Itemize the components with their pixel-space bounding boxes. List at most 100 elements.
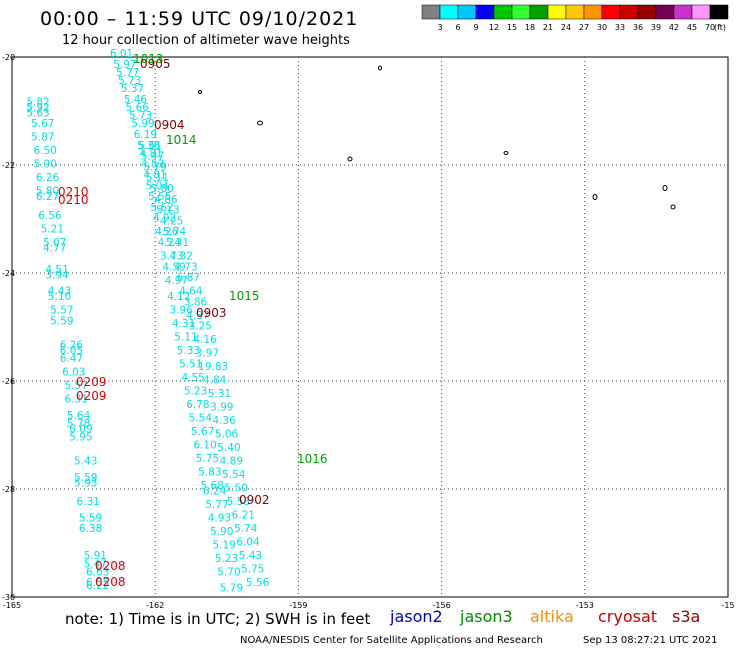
pass-label: 0903 (196, 306, 227, 320)
swh-label: 5.47 (141, 151, 164, 163)
pass-label: 0210 (58, 193, 89, 207)
swh-label: 6.03 (62, 367, 85, 379)
colorbar-tick-label: 21 (543, 23, 553, 32)
swh-label: 5.33 (177, 345, 200, 357)
swh-label: 6.78 (186, 399, 209, 411)
swh-label: 5.31 (166, 237, 189, 249)
swh-label: 6.21 (232, 510, 255, 522)
x-tick-label: -162 (146, 601, 164, 610)
swh-label: 6.27 (36, 191, 59, 203)
swh-label: 5.31 (208, 388, 231, 400)
swh-label: 5.74 (234, 523, 258, 535)
swh-label: 6.04 (236, 537, 260, 549)
colorbar-tick-label: 45 (687, 23, 697, 32)
swh-label: 6.26 (36, 172, 60, 184)
swh-label: 5.63 (26, 107, 49, 119)
colorbar-tick-label: 70 (705, 23, 715, 32)
colorbar-swatch (511, 4, 531, 20)
swh-label: 5.80 (36, 186, 59, 198)
swh-label: 4.86 (154, 194, 178, 206)
colorbar-swatch (583, 4, 603, 20)
swh-label: 4.16 (193, 334, 217, 346)
swh-label: 5.07 (43, 237, 66, 249)
swh-label: 5.57 (65, 380, 88, 392)
colorbar-swatch (709, 4, 729, 20)
swh-label: 5.23 (184, 386, 207, 398)
swh-label: 6.56 (38, 210, 62, 222)
swh-label: 5.59 (79, 512, 102, 524)
colorbar-swatch (439, 4, 459, 20)
swh-label: 5.74 (163, 226, 187, 238)
swh-label: 4.25 (160, 215, 183, 227)
legend-altika: altika (530, 607, 574, 626)
swh-label: 4.64 (179, 286, 203, 298)
swh-label: 5.87 (31, 132, 54, 144)
swh-label: 6.31 (65, 394, 88, 406)
colorbar-swatch (601, 4, 621, 20)
colorbar-tick-label: 6 (455, 23, 460, 32)
swh-label: 4.43 (48, 286, 71, 298)
swh-label: 5.46 (124, 94, 148, 106)
swh-label: 5.06 (215, 429, 239, 441)
pass-label: 1014 (166, 133, 197, 147)
pass-label: 0208 (95, 575, 126, 589)
swh-label: 6.24 (203, 485, 227, 497)
colorbar-swatch (673, 4, 693, 20)
pass-label: 0209 (76, 375, 107, 389)
colorbar-tick-label: 42 (669, 23, 679, 32)
swh-label: 6.19 (134, 129, 157, 141)
swh-label: 5.11 (174, 332, 197, 344)
swh-label: 4.59 (162, 261, 185, 273)
colorbar-swatch (421, 4, 441, 20)
island-shape (592, 194, 598, 200)
colorbar-swatch (565, 4, 585, 20)
swh-label: 4.24 (158, 237, 182, 249)
swh-label: 5.53 (227, 496, 250, 508)
y-tick-label: -22 (2, 161, 15, 170)
colorbar-tick-label: 18 (525, 23, 535, 32)
pass-label: 0210 (58, 185, 89, 199)
footer-timestamp: Sep 13 08:27:21 UTC 2021 (583, 635, 718, 646)
swh-label: 3.25 (189, 321, 212, 333)
swh-label: 5.23 (215, 553, 238, 565)
swh-label: 4.53 (141, 159, 164, 171)
swh-label: 5.77 (116, 67, 139, 79)
swh-label: 6.55 (86, 577, 109, 589)
swh-label: 5.97 (113, 59, 136, 71)
swh-label: 4.97 (165, 275, 188, 287)
island-shape (662, 185, 668, 191)
swh-label: 4.36 (212, 415, 236, 427)
swh-label: 4.89 (220, 456, 243, 468)
x-tick-label: -156 (433, 601, 451, 610)
swh-label: 5.62 (150, 202, 173, 214)
swh-label: 5.90 (33, 159, 56, 171)
swh-label: 6.63 (86, 566, 109, 578)
swh-label: 5.54 (222, 469, 246, 481)
swh-label: 5.90 (210, 526, 233, 538)
y-tick-label: -20 (2, 53, 15, 62)
swh-label: 5.13 (156, 205, 179, 217)
swh-label: 5.59 (74, 472, 97, 484)
swh-label: 19.83 (198, 361, 228, 373)
swh-label: 6.50 (33, 145, 56, 157)
colorbar-tick-label: 12 (489, 23, 499, 32)
swh-label: 4.73 (174, 261, 197, 273)
colorbar-swatch (457, 4, 477, 20)
swh-label: 5.59 (50, 315, 73, 327)
swh-label: 5.43 (74, 456, 97, 468)
swh-label: 4.31 (172, 318, 195, 330)
swh-label: 4.51 (45, 264, 68, 276)
colorbar-tick-label: 39 (651, 23, 661, 32)
swh-label: 5.37 (121, 83, 144, 95)
swh-label: 6.09 (69, 423, 92, 435)
swh-label: 3.96 (170, 305, 194, 317)
y-tick-label: -26 (2, 377, 15, 386)
x-tick-label: -165 (3, 601, 21, 610)
swh-label: 6.31 (76, 496, 99, 508)
plot-frame (11, 56, 729, 598)
colorbar-tick-label: 33 (615, 23, 625, 32)
swh-label: 5.79 (143, 161, 166, 173)
swh-label: 5.43 (239, 550, 262, 562)
colorbar-tick-label: 36 (633, 23, 643, 32)
